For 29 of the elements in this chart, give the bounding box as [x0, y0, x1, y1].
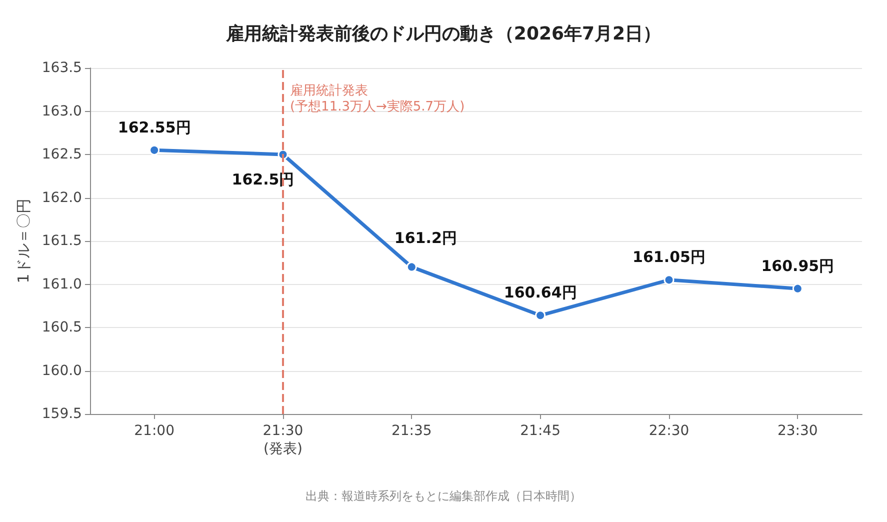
y-tick-label: 163.0: [42, 103, 82, 120]
x-tick-label: 23:30: [777, 423, 818, 439]
y-tick-label: 160.5: [42, 320, 82, 336]
data-label: 160.64円: [504, 284, 577, 302]
ref-line-label: 雇用統計発表 (予想11.3万人→実際5.7万人): [290, 82, 465, 114]
point: [664, 274, 674, 286]
y-tick-label: 161.0: [42, 276, 82, 292]
data-label: 162.55円: [118, 118, 191, 136]
y-tick-label: 163.5: [42, 60, 82, 76]
y-tick-label: 160.0: [42, 362, 82, 379]
data-label: 160.95円: [761, 256, 834, 275]
y-tick-label: 162.5: [42, 146, 82, 162]
data-label: 161.2円: [394, 229, 457, 248]
point: [406, 262, 417, 272]
y-tick-label: 159.5: [42, 406, 82, 422]
x-tick-label: 21:30 (発表): [262, 423, 304, 457]
point: [149, 144, 160, 156]
y-axis-title: 1ドル＝〇円: [14, 198, 32, 284]
source-note: 出典：報道時系列をもとに編集部作成（日本時間）: [306, 489, 582, 503]
y-tick-label: 162.0: [42, 190, 82, 206]
x-tick-label: 21:35: [391, 423, 432, 439]
data-label: 161.05円: [632, 248, 706, 266]
x-tick-label: 21:45: [520, 423, 561, 439]
y-tick-label: 161.5: [42, 233, 82, 249]
point: [792, 283, 803, 294]
x-tick-label: 21:00: [134, 423, 174, 439]
x-tick-label: 22:30: [648, 423, 690, 439]
chart-title: 雇用統計発表前後のドル円の動き（2026年7月2日）: [224, 24, 662, 44]
point: [535, 310, 546, 321]
